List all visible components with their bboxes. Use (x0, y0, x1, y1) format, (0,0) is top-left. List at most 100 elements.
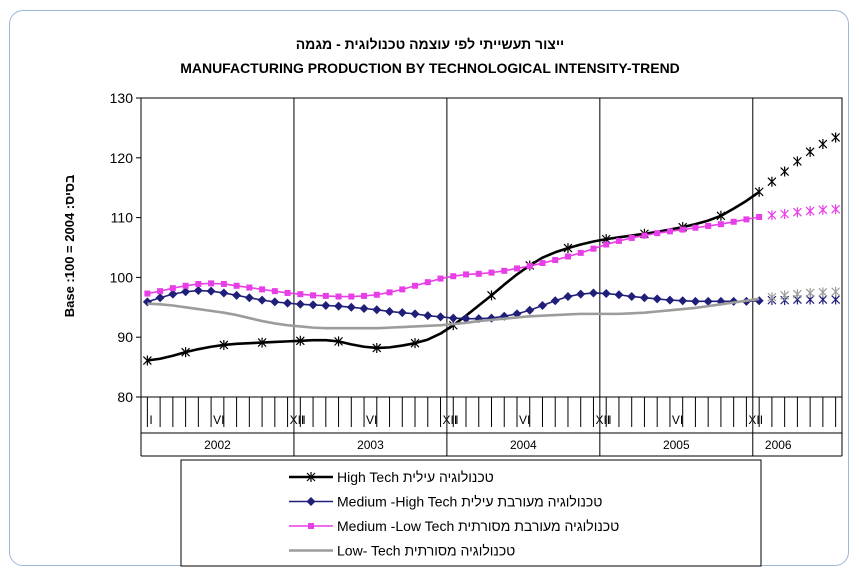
x-marker (831, 132, 841, 143)
square-marker (259, 286, 266, 293)
x-marker (410, 338, 420, 349)
legend-entry: טכנולוגיה עילית High Tech (289, 469, 494, 485)
square-marker (310, 292, 317, 299)
square-marker (679, 226, 686, 233)
diamond-marker (359, 303, 369, 313)
series-2 (144, 204, 841, 300)
square-marker (526, 263, 533, 270)
x-marker (805, 287, 815, 298)
square-marker (322, 292, 329, 299)
square-marker (169, 285, 176, 292)
square-marker (705, 222, 712, 229)
plot-area: 80 90 100 110 120 130 2002 2003 2004 2005 2006 I VI X… (110, 90, 843, 457)
diamond-marker (652, 294, 662, 304)
square-marker (284, 289, 291, 296)
square-marker (233, 282, 240, 289)
x-marker (219, 339, 229, 350)
series-line (147, 297, 760, 330)
x-marker (780, 209, 790, 220)
diamond-marker (601, 289, 611, 299)
month-tick-label: I (149, 413, 152, 427)
diamond-marker (257, 295, 267, 305)
x-marker (767, 210, 777, 221)
diamond-marker (703, 296, 713, 306)
square-marker (743, 216, 750, 223)
x-marker (805, 206, 815, 217)
y-tick-label: 80 (117, 389, 133, 405)
legend-label: טכנולוגיה מעורבת מסורתית Medium -Low Tec… (337, 518, 619, 534)
x-marker (295, 335, 305, 346)
diamond-marker (627, 292, 637, 302)
square-marker (308, 523, 314, 529)
diamond-marker (525, 305, 535, 315)
square-marker (297, 291, 304, 298)
y-tick-label: 100 (110, 269, 134, 285)
diamond-marker (321, 301, 331, 311)
year-label: 2002 (204, 438, 231, 452)
x-marker (142, 355, 152, 366)
diamond-marker (155, 293, 165, 303)
x-marker (818, 139, 828, 150)
square-marker (628, 234, 635, 241)
y-tick-label: 130 (110, 90, 134, 106)
month-tick-label: VI (213, 413, 224, 427)
square-marker (513, 265, 520, 272)
x-marker (754, 186, 764, 197)
y-axis-label: Base :100 = 2004 :בסיס (62, 175, 77, 318)
diamond-marker (576, 289, 586, 299)
square-marker (692, 224, 699, 231)
square-marker (450, 273, 457, 280)
diamond-marker (550, 296, 560, 306)
legend-label: טכנולוגיה מעורבת עילית Medium -High Tech (337, 494, 602, 510)
square-marker (195, 280, 202, 287)
legend-entry: טכנולוגיה מעורבת עילית Medium -High Tech (289, 494, 602, 510)
diamond-marker (334, 301, 344, 311)
month-tick-label: VI (672, 413, 683, 427)
square-marker (399, 286, 406, 293)
legend-label: טכנולוגיה מסורתית Low- Tech (337, 543, 515, 559)
diamond-marker (306, 497, 316, 506)
diamond-marker (244, 293, 254, 303)
square-marker (641, 232, 648, 239)
x-marker (831, 204, 841, 215)
square-marker (182, 282, 189, 289)
square-marker (386, 289, 393, 296)
y-tick-label: 90 (117, 329, 133, 345)
month-tick-label: XII (595, 413, 610, 427)
month-tick-label: XII (290, 413, 305, 427)
diamond-marker (372, 305, 382, 315)
square-marker (603, 241, 610, 248)
x-marker (334, 336, 343, 347)
x-marker (487, 290, 496, 301)
diamond-marker (397, 308, 407, 318)
square-marker (666, 228, 673, 235)
x-marker (818, 204, 828, 215)
x-marker (780, 290, 790, 301)
legend-label: טכנולוגיה עילית High Tech (337, 469, 494, 485)
year-label: 2004 (510, 438, 537, 452)
diamond-marker (448, 313, 458, 323)
square-marker (144, 290, 151, 297)
series-0 (142, 132, 841, 366)
x-marker (792, 289, 802, 300)
diamond-marker (678, 296, 688, 306)
diamond-marker (385, 306, 395, 316)
x-marker (257, 337, 267, 348)
x-marker (372, 342, 382, 353)
square-marker (412, 282, 419, 289)
diamond-marker (270, 297, 280, 307)
square-marker (475, 270, 482, 277)
x-marker (306, 472, 316, 482)
diamond-marker (219, 288, 229, 298)
y-tick-label: 120 (110, 150, 134, 166)
square-marker (361, 292, 368, 299)
x-marker (780, 166, 790, 177)
diamond-marker (346, 302, 356, 312)
diamond-marker (665, 295, 675, 305)
month-tick-label: XII (443, 413, 458, 427)
diamond-marker (283, 298, 293, 308)
square-marker (157, 288, 164, 295)
square-marker (539, 260, 546, 267)
diamond-marker (232, 290, 242, 300)
square-marker (552, 257, 559, 264)
